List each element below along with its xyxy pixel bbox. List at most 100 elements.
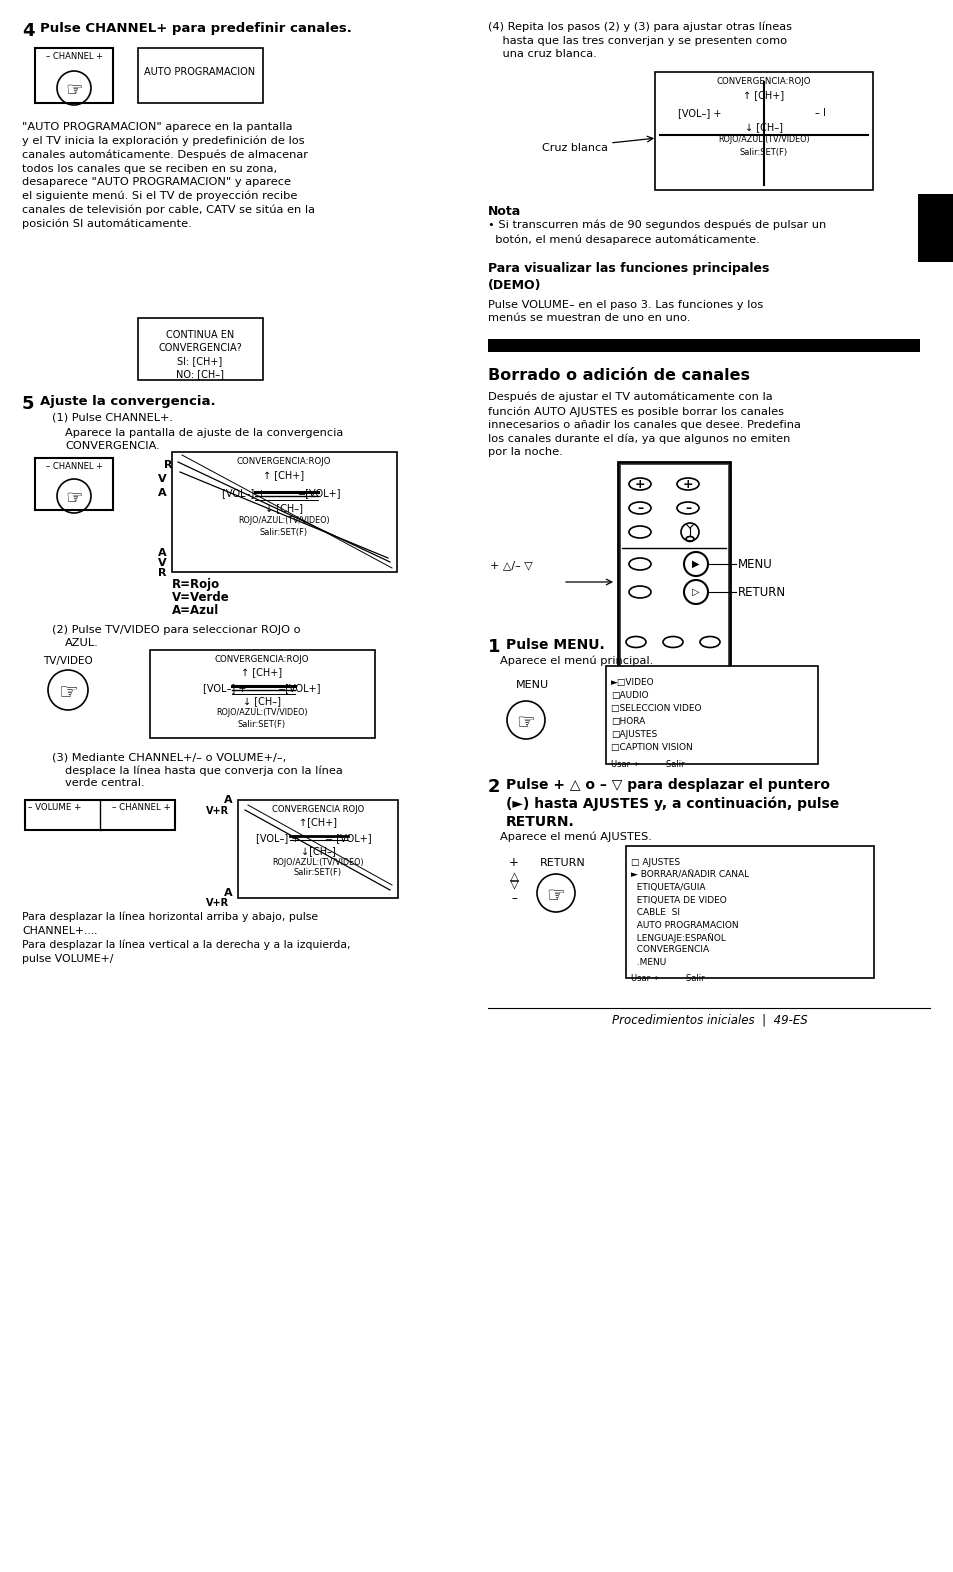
Text: [VOL–] +: [VOL–] + — [222, 487, 265, 498]
Text: [VOL–] +: [VOL–] + — [678, 108, 720, 118]
Text: CONVERGENCIA:ROJO: CONVERGENCIA:ROJO — [716, 77, 810, 86]
Text: A: A — [157, 549, 166, 558]
Text: 1: 1 — [488, 638, 500, 656]
Text: ☞: ☞ — [65, 489, 83, 508]
Text: Para visualizar las funciones principales
(DEMO): Para visualizar las funciones principale… — [488, 263, 768, 291]
Text: □AJUSTES: □AJUSTES — [610, 729, 657, 739]
Text: (3) Mediante CHANNEL+/– o VOLUME+/–,: (3) Mediante CHANNEL+/– o VOLUME+/–, — [52, 751, 286, 762]
Text: –: – — [684, 501, 690, 516]
Text: A=Azul: A=Azul — [172, 604, 219, 616]
Text: (2) Pulse TV/VIDEO para seleccionar ROJO o: (2) Pulse TV/VIDEO para seleccionar ROJO… — [52, 626, 300, 635]
Text: ☞: ☞ — [65, 82, 83, 101]
Text: RETURN: RETURN — [738, 585, 785, 599]
Text: CABLE  SI: CABLE SI — [630, 909, 679, 916]
Text: Cruz blanca: Cruz blanca — [541, 143, 607, 152]
Text: – I: – I — [814, 108, 824, 118]
Text: Para desplazar la línea horizontal arriba y abajo, pulse
CHANNEL+....: Para desplazar la línea horizontal arrib… — [22, 912, 317, 935]
Text: Salir:SET(F): Salir:SET(F) — [237, 720, 286, 729]
Text: RETURN: RETURN — [539, 858, 585, 868]
Text: Salir:SET(F): Salir:SET(F) — [740, 148, 787, 157]
Text: =[VOL+]: =[VOL+] — [298, 487, 341, 498]
Text: Después de ajustar el TV automáticamente con la
función AUTO AJUSTES es posible : Después de ajustar el TV automáticamente… — [488, 391, 800, 457]
Text: ROJO/AZUL:(TV/VIDEO): ROJO/AZUL:(TV/VIDEO) — [238, 516, 330, 525]
Text: ↑ [CH+]: ↑ [CH+] — [241, 667, 282, 678]
Text: A: A — [223, 888, 233, 898]
Text: 2: 2 — [488, 778, 500, 795]
Text: = [VOL+]: = [VOL+] — [324, 833, 371, 843]
Text: desplace la línea hasta que converja con la línea: desplace la línea hasta que converja con… — [65, 766, 342, 775]
Text: ↓[CH–]: ↓[CH–] — [300, 846, 335, 857]
Text: ETIQUETA DE VIDEO: ETIQUETA DE VIDEO — [630, 896, 726, 904]
Text: .MENU: .MENU — [630, 957, 665, 967]
Text: ROJO/AZUL:(TV/VIDEO): ROJO/AZUL:(TV/VIDEO) — [718, 135, 809, 145]
Text: +: + — [634, 478, 644, 490]
Text: CONVERGENCIA:ROJO: CONVERGENCIA:ROJO — [214, 656, 309, 663]
Text: + △/– ▽: + △/– ▽ — [490, 560, 532, 571]
Text: LENGUAJE:ESPAÑOL: LENGUAJE:ESPAÑOL — [630, 934, 725, 943]
Text: 5: 5 — [22, 395, 34, 413]
Text: CONVERGENCIA:ROJO: CONVERGENCIA:ROJO — [236, 457, 331, 465]
Text: Para desplazar la línea vertical a la derecha y a la izquierda,
pulse VOLUME+/: Para desplazar la línea vertical a la de… — [22, 940, 350, 964]
Text: Procedimientos iniciales  |  49-ES: Procedimientos iniciales | 49-ES — [612, 1012, 807, 1027]
Bar — [35, 457, 112, 509]
Text: R=Rojo: R=Rojo — [172, 578, 220, 591]
Text: A: A — [223, 795, 233, 805]
Text: AZUL.: AZUL. — [65, 638, 99, 648]
Text: SI: [CH+]: SI: [CH+] — [177, 355, 222, 366]
Text: "AUTO PROGRAMACION" aparece en la pantalla
y el TV inicia la exploración y prede: "AUTO PROGRAMACION" aparece en la pantal… — [22, 123, 314, 230]
Text: (1) Pulse CHANNEL+.: (1) Pulse CHANNEL+. — [52, 412, 172, 421]
Text: +: + — [682, 478, 693, 490]
Text: V=Verde: V=Verde — [172, 591, 230, 604]
Text: – CHANNEL +: – CHANNEL + — [46, 462, 102, 472]
Text: (4) Repita los pasos (2) y (3) para ajustar otras líneas
    hasta que las tres : (4) Repita los pasos (2) y (3) para ajus… — [488, 22, 791, 60]
Text: ► BORRAR/AÑADIR CANAL: ► BORRAR/AÑADIR CANAL — [630, 871, 748, 879]
Text: □CAPTION VISION: □CAPTION VISION — [610, 744, 692, 751]
Text: CONTINUA EN: CONTINUA EN — [166, 330, 233, 340]
Text: AUTO PROGRAMACION: AUTO PROGRAMACION — [144, 68, 255, 77]
Text: CONVERGENCIA ROJO: CONVERGENCIA ROJO — [272, 805, 364, 814]
Text: ►□VIDEO: ►□VIDEO — [610, 678, 654, 687]
Text: Pulse + △ o – ▽ para desplazar el puntero
(►) hasta AJUSTES y, a continuación, p: Pulse + △ o – ▽ para desplazar el punter… — [505, 778, 839, 828]
Text: □AUDIO: □AUDIO — [610, 692, 648, 700]
Bar — [618, 462, 729, 684]
Bar — [237, 800, 397, 898]
Text: □HORA: □HORA — [610, 717, 644, 726]
Bar — [25, 800, 174, 830]
Text: V: V — [157, 558, 166, 567]
Text: NO: [CH–]: NO: [CH–] — [175, 369, 224, 379]
Text: Pulse MENU.: Pulse MENU. — [505, 638, 604, 652]
Text: ☞: ☞ — [58, 682, 78, 703]
Text: MENU: MENU — [738, 558, 772, 571]
Text: ↑ [CH+]: ↑ [CH+] — [742, 90, 783, 101]
Text: CONVERGENCIA: CONVERGENCIA — [630, 945, 708, 954]
Text: ↓ [CH–]: ↓ [CH–] — [265, 503, 303, 512]
Text: R: R — [164, 461, 172, 470]
Text: 4: 4 — [22, 22, 34, 39]
Text: Pulse VOLUME– en el paso 3. Las funciones y los
menús se muestran de uno en uno.: Pulse VOLUME– en el paso 3. Las funcione… — [488, 300, 762, 324]
Text: ☞: ☞ — [517, 714, 535, 733]
Bar — [917, 193, 953, 263]
Bar — [138, 318, 263, 380]
Text: [VOL–] +: [VOL–] + — [256, 833, 299, 843]
Text: V+R: V+R — [206, 898, 230, 909]
Text: Usar ÷          Salir: Usar ÷ Salir — [610, 759, 684, 769]
Text: ↓ [CH–]: ↓ [CH–] — [744, 123, 782, 132]
Text: ▶: ▶ — [692, 560, 699, 569]
Bar — [35, 49, 112, 104]
Text: =[VOL+]: =[VOL+] — [278, 682, 321, 693]
Text: [VOL–] +: [VOL–] + — [203, 682, 247, 693]
Text: Aparece el menú principal.: Aparece el menú principal. — [499, 656, 653, 667]
Text: Usar ÷          Salir: Usar ÷ Salir — [630, 975, 704, 982]
Text: Salir:SET(F): Salir:SET(F) — [294, 868, 342, 877]
Text: ↓ [CH–]: ↓ [CH–] — [243, 696, 281, 706]
Bar — [605, 667, 817, 764]
Text: V: V — [157, 475, 166, 484]
Text: □SELECCION VIDEO: □SELECCION VIDEO — [610, 704, 700, 714]
Text: ☞: ☞ — [546, 887, 565, 905]
Text: TV/VIDEO: TV/VIDEO — [43, 656, 92, 667]
Text: Ajuste la convergencia.: Ajuste la convergencia. — [40, 395, 215, 409]
Text: Aparece la pantalla de ajuste de la convergencia: Aparece la pantalla de ajuste de la conv… — [65, 428, 343, 439]
Text: Salir:SET(F): Salir:SET(F) — [259, 528, 308, 538]
Text: ↑ [CH+]: ↑ [CH+] — [263, 470, 304, 479]
Text: ROJO/AZUL:(TV/VIDEO): ROJO/AZUL:(TV/VIDEO) — [272, 858, 363, 868]
